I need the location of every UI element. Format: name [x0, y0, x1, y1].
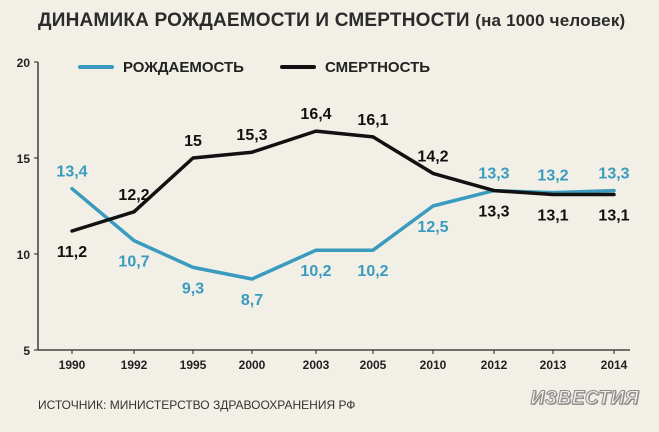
y-tick-label: 15 — [17, 152, 31, 166]
legend-label-death: СМЕРТНОСТЬ — [325, 59, 430, 76]
legend-label-birth: РОЖДАЕМОСТЬ — [123, 59, 244, 76]
birth-data-label: 10,2 — [300, 263, 331, 280]
death-data-label: 15,3 — [236, 127, 267, 144]
death-data-label: 13,1 — [537, 208, 568, 225]
death-data-label: 16,1 — [357, 112, 388, 129]
y-tick-label: 5 — [23, 344, 30, 358]
y-tick-label: 20 — [17, 56, 31, 70]
series-line-birth — [70, 186, 616, 281]
birth-data-label: 9,3 — [182, 280, 204, 297]
series-line-death — [70, 129, 616, 233]
chart-title-main: ДИНАМИКА РОЖДАЕМОСТИ И СМЕРТНОСТИ — [38, 10, 470, 31]
death-data-label: 13,1 — [598, 208, 629, 225]
x-tick-label: 1990 — [59, 358, 86, 372]
x-tick-label: 2013 — [540, 358, 567, 372]
x-tick-label: 1992 — [121, 358, 148, 372]
death-data-label: 15 — [184, 133, 202, 150]
death-data-label: 16,4 — [300, 106, 331, 123]
birth-data-label: 10,7 — [118, 254, 149, 271]
birth-data-label: 8,7 — [241, 292, 263, 309]
death-data-label: 11,2 — [57, 244, 87, 261]
x-tick-label: 2000 — [239, 358, 266, 372]
birth-data-label: 13,3 — [478, 166, 509, 183]
x-tick-label: 2010 — [420, 358, 447, 372]
x-tick-label: 2005 — [360, 358, 387, 372]
chart-title: ДИНАМИКА РОЖДАЕМОСТИ И СМЕРТНОСТИ (на 10… — [38, 10, 625, 32]
birth-data-label: 12,5 — [417, 219, 448, 236]
death-data-label: 12,2 — [118, 187, 149, 204]
source-note: ИСТОЧНИК: МИНИСТЕРСТВО ЗДРАВООХРАНЕНИЯ Р… — [38, 398, 356, 412]
chart-subtitle: (на 1000 человек) — [475, 11, 626, 30]
y-tick-label: 10 — [17, 248, 31, 262]
death-data-label: 13,3 — [478, 204, 509, 221]
birth-data-label: 13,4 — [56, 164, 87, 181]
x-tick-label: 2003 — [303, 358, 330, 372]
birth-data-label: 13,3 — [598, 166, 629, 183]
x-tick-label: 2012 — [481, 358, 508, 372]
death-data-label: 14,2 — [417, 148, 448, 165]
x-tick-label: 2014 — [601, 358, 628, 372]
brand-logo: ИЗВЕСТИЯ — [530, 388, 639, 410]
birth-data-label: 10,2 — [357, 263, 388, 280]
x-tick-label: 1995 — [180, 358, 207, 372]
birth-data-label: 13,2 — [537, 168, 568, 185]
